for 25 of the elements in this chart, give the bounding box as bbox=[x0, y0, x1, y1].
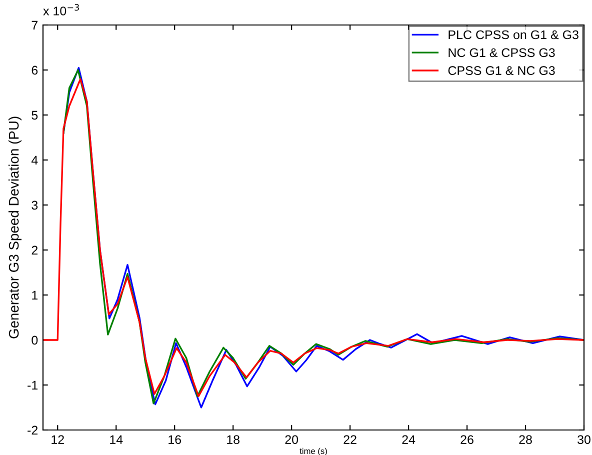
y-tick-label: -2 bbox=[28, 426, 38, 435]
y-tick-label: 7 bbox=[32, 20, 38, 30]
y-tick-label: 3 bbox=[32, 200, 38, 210]
y-axis-title: Generator G3 Speed Deviation (PU) bbox=[8, 116, 22, 338]
x-tick-label: 14 bbox=[110, 435, 123, 444]
legend-label: PLC CPSS on G1 & G3 bbox=[448, 30, 578, 40]
x-tick-label: 12 bbox=[52, 435, 64, 444]
y-tick-label: 0 bbox=[32, 336, 38, 345]
y-tick-label: -1 bbox=[28, 380, 38, 390]
text: x 10$^{−3}$ bbox=[43, 4, 79, 16]
y-tick-label: 1 bbox=[32, 290, 38, 300]
x-tick-label: 20 bbox=[285, 435, 298, 444]
legend-label: CPSS G1 & NC G3 bbox=[448, 66, 555, 75]
x-tick-label: 18 bbox=[227, 435, 240, 444]
x-tick-label: 26 bbox=[460, 435, 474, 444]
y-tick-label: 6 bbox=[32, 66, 38, 75]
x-tick-label: 16 bbox=[168, 435, 181, 444]
x-tick-label: 30 bbox=[578, 435, 590, 444]
y-tick-label: 4 bbox=[31, 156, 38, 165]
legend-label: NC G1 & CPSS G3 bbox=[448, 48, 555, 58]
x-tick-label: 22 bbox=[344, 435, 356, 444]
y-tick-label: 5 bbox=[32, 110, 38, 120]
x-tick-label: 24 bbox=[402, 435, 416, 444]
x-tick-label: 28 bbox=[519, 435, 532, 444]
y-tick-label: 2 bbox=[32, 246, 38, 255]
